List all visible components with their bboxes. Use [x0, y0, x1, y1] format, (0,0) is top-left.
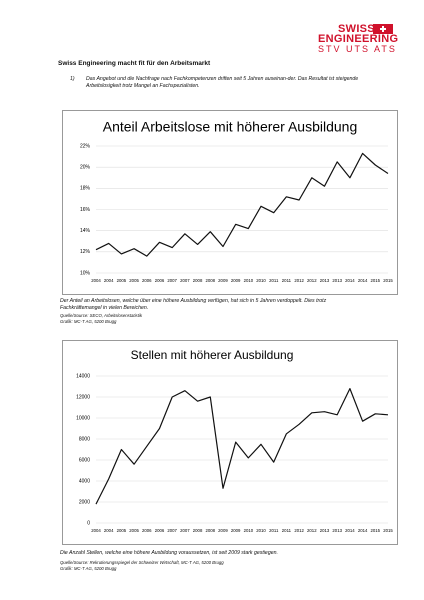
x-tick-label: 2013 — [320, 278, 330, 283]
x-tick-label: 2014 — [358, 278, 368, 283]
x-tick-label: 2010 — [244, 528, 254, 533]
data-line — [95, 387, 389, 505]
chart-title: Stellen mit höherer Ausbildung — [131, 348, 294, 362]
x-tick-label: 2011 — [269, 528, 279, 533]
y-tick-label: 20% — [80, 164, 91, 170]
x-tick-label: 2010 — [256, 278, 266, 283]
logo-mark — [373, 24, 393, 34]
x-tick-label: 2009 — [218, 278, 228, 283]
y-tick-label: 14000 — [76, 373, 90, 379]
x-tick-label: 2005 — [129, 278, 139, 283]
x-tick-label: 2011 — [282, 528, 292, 533]
chart-frame — [62, 110, 398, 295]
point-text: Das Angebot und die Nachfrage nach Fachk… — [86, 76, 359, 89]
y-tick-label: 6000 — [79, 457, 90, 463]
x-tick-label: 2014 — [358, 528, 368, 533]
x-tick-label: 2004 — [104, 528, 114, 533]
x-tick-label: 2014 — [345, 528, 355, 533]
x-tick-label: 2006 — [142, 528, 152, 533]
source: Quelle/Source: Rekrutierungsspiegel der … — [60, 560, 224, 565]
y-tick-label: 12% — [80, 249, 91, 255]
x-tick-label: 2007 — [167, 278, 177, 283]
x-tick-label: 2007 — [180, 278, 190, 283]
y-tick-label: 14% — [80, 228, 91, 234]
x-tick-label: 2012 — [307, 278, 317, 283]
x-tick-label: 2015 — [383, 528, 393, 533]
x-tick-label: 2009 — [231, 278, 241, 283]
heading: Swiss Engineering macht fit für den Arbe… — [58, 60, 211, 67]
x-tick-label: 2010 — [244, 278, 254, 283]
x-tick-label: 2006 — [142, 278, 152, 283]
x-tick-label: 2007 — [180, 528, 190, 533]
x-tick-label: 2009 — [231, 528, 241, 533]
x-tick-label: 2013 — [332, 278, 342, 283]
x-tick-label: 2013 — [332, 528, 342, 533]
x-tick-label: 2015 — [371, 528, 381, 533]
chart: Stellen mit höherer Ausbildung 0 2000 4000… — [62, 340, 398, 545]
x-tick-label: 2014 — [345, 278, 355, 283]
x-tick-label: 2008 — [193, 528, 203, 533]
chart-frame — [62, 340, 398, 545]
x-tick-label: 2013 — [320, 528, 330, 533]
x-tick-label: 2012 — [307, 528, 317, 533]
y-tick-label: 10% — [80, 270, 91, 276]
chart-title: Anteil Arbeitslose mit höherer Ausbildun… — [103, 119, 357, 135]
x-tick-label: 2005 — [129, 528, 139, 533]
x-tick-label: 2011 — [269, 278, 279, 283]
x-tick-label: 2006 — [155, 278, 165, 283]
x-tick-label: 2015 — [371, 278, 381, 283]
y-tick-label: 0 — [87, 520, 90, 526]
y-tick-label: 22% — [80, 143, 91, 149]
y-tick-label: 8000 — [79, 436, 90, 442]
x-tick-label: 2011 — [282, 278, 292, 283]
point-number: 1) — [70, 76, 75, 82]
chart: Anteil Arbeitslose mit höherer Ausbildun… — [62, 110, 398, 295]
x-tick-label: 2006 — [155, 528, 165, 533]
y-tick-label: 4000 — [79, 478, 90, 484]
x-tick-label: 2012 — [294, 278, 304, 283]
x-tick-label: 2012 — [294, 528, 304, 533]
y-tick-label: 10000 — [76, 415, 90, 421]
x-tick-label: 2008 — [205, 528, 215, 533]
caption: Die Anzahl Stellen, welche eine höhere A… — [60, 550, 278, 556]
y-tick-label: 2000 — [79, 499, 90, 505]
x-tick-label: 2004 — [91, 278, 101, 283]
x-tick-label: 2004 — [91, 528, 101, 533]
source: Quelle/Source: SECO, Arbeitslosenstatist… — [60, 313, 142, 318]
graphic-credit: Grafik: MC-T AG, 5200 Brugg — [60, 319, 117, 324]
y-tick-label: 18% — [80, 186, 91, 192]
logo-text: STV UTS ATS — [318, 44, 397, 54]
x-tick-label: 2004 — [104, 278, 114, 283]
logo-text: SWISS — [338, 23, 375, 35]
x-tick-label: 2005 — [117, 528, 127, 533]
x-tick-label: 2010 — [256, 528, 266, 533]
x-tick-label: 2008 — [205, 278, 215, 283]
y-tick-label: 12000 — [76, 394, 90, 400]
x-tick-label: 2008 — [193, 278, 203, 283]
x-tick-label: 2007 — [167, 528, 177, 533]
x-tick-label: 2015 — [383, 278, 393, 283]
graphic-credit: Grafik: MC-T AG, 5200 Brugg — [60, 566, 117, 571]
caption: Der Anteil an Arbeitslosen, welche über … — [60, 298, 327, 311]
data-line — [95, 152, 389, 257]
x-tick-label: 2005 — [117, 278, 127, 283]
y-tick-label: 16% — [80, 207, 91, 213]
logo-text: ENGINEERING — [318, 33, 399, 45]
x-tick-label: 2009 — [218, 528, 228, 533]
